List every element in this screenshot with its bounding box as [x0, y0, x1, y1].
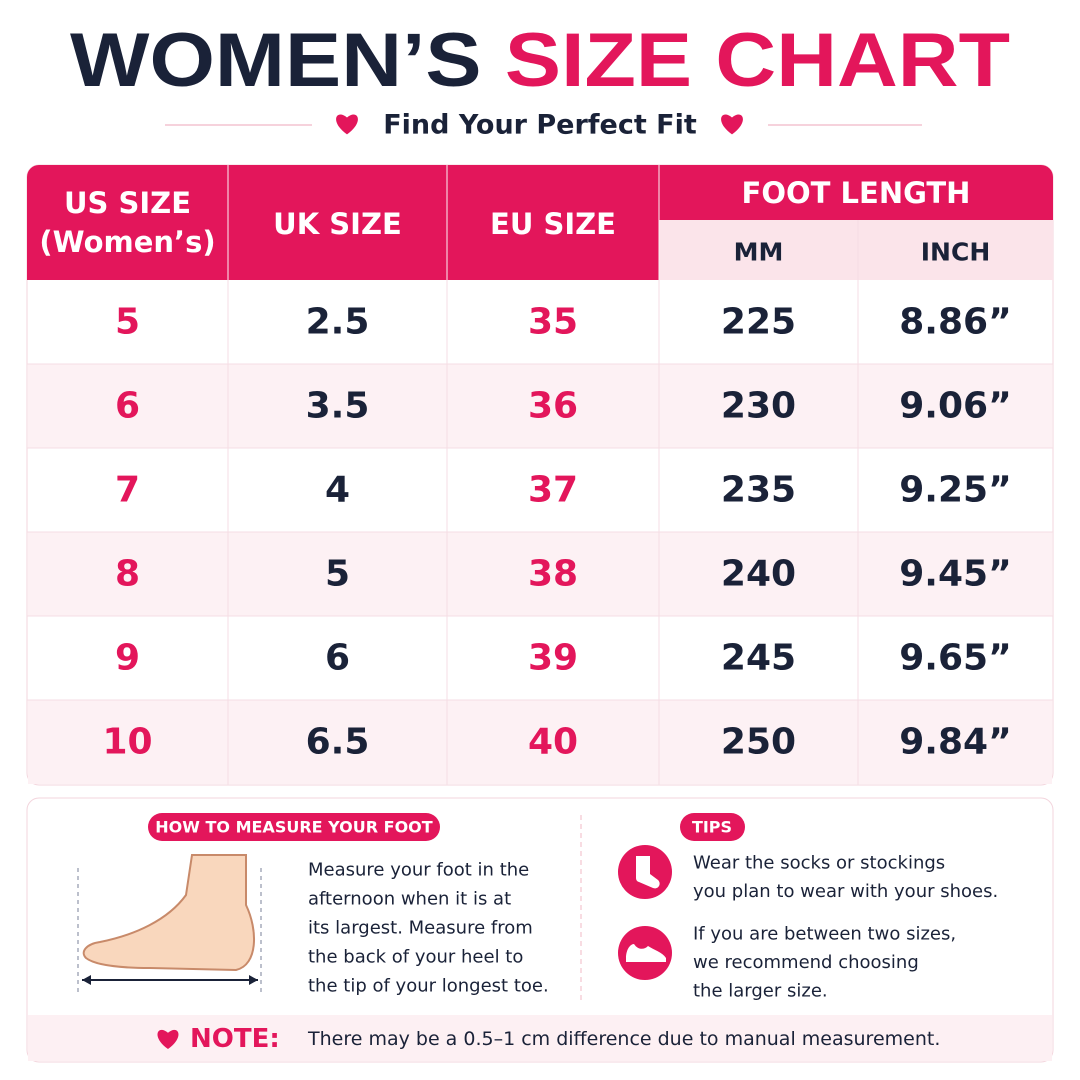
foot-illustration	[77, 854, 262, 992]
header: EU SIZE	[490, 207, 616, 241]
tip-text: the larger size.	[693, 981, 828, 1002]
table-cell: 250	[721, 722, 796, 763]
tip-text: you plan to wear with your shoes.	[693, 881, 998, 902]
foot	[82, 854, 255, 972]
row-bg	[28, 532, 1052, 616]
note-label: NOTE:	[190, 1024, 280, 1054]
row-bg	[28, 700, 1052, 784]
table-cell: 8	[115, 554, 140, 595]
table-cell: 35	[528, 302, 578, 343]
subtitle: Find Your Perfect Fit	[383, 110, 697, 141]
heart-icon	[721, 114, 743, 135]
measure-text: its largest. Measure from	[308, 918, 533, 939]
measure-text: the tip of your longest toe.	[308, 976, 549, 997]
row-bg	[28, 364, 1052, 448]
sock-icon	[636, 856, 660, 889]
tip-text: we recommend choosing	[693, 952, 919, 973]
note-text: There may be a 0.5–1 cm difference due t…	[307, 1028, 940, 1050]
table-cell: 6	[115, 386, 140, 427]
subheader-bg	[659, 220, 1053, 280]
heart-icon	[157, 1029, 179, 1049]
header: US SIZE	[64, 186, 191, 220]
header: (Women’s)	[39, 225, 215, 259]
table-cell: 6.5	[306, 722, 370, 763]
tip-text: Wear the socks or stockings	[693, 853, 945, 874]
table-cell: 2.5	[306, 302, 370, 343]
table-cell: 230	[721, 386, 796, 427]
title-part: SIZE CHART	[505, 18, 1010, 103]
table-cell: 10	[102, 722, 152, 763]
table-cell: 3.5	[306, 386, 370, 427]
title-part: WOMEN’S	[70, 18, 482, 103]
table-cell: 39	[528, 638, 578, 679]
table-cell: 36	[528, 386, 578, 427]
table-cell: 225	[721, 302, 796, 343]
tip-text: If you are between two sizes,	[693, 924, 956, 945]
table-cell: 235	[721, 470, 796, 511]
measure-text: the back of your heel to	[308, 947, 523, 968]
table-cell: 9.25”	[899, 470, 1011, 511]
header: FOOT LENGTH	[742, 176, 971, 210]
size-table: 5 2.5 35 225 8.86” 6 3.5 36 230 9.06” 7 4 37 235 9.25”…	[26, 164, 1054, 786]
heart-icon	[336, 114, 358, 135]
pill	[680, 813, 745, 841]
header: UK SIZE	[273, 207, 402, 241]
table-cell: 7	[115, 470, 140, 511]
table-cell: 6	[325, 638, 350, 679]
measure-text: afternoon when it is at	[308, 889, 511, 910]
subheader: MM	[734, 238, 784, 267]
note-bg	[28, 1015, 1052, 1061]
table-cell: 240	[721, 554, 796, 595]
table-cell: 9.45”	[899, 554, 1011, 595]
table-cell: 8.86”	[899, 302, 1011, 343]
table-cell: 40	[528, 722, 578, 763]
measure-label: HOW TO MEASURE YOUR FOOT	[155, 818, 433, 837]
table-cell: 9	[115, 638, 140, 679]
subheader: INCH	[921, 238, 991, 267]
table-cell: 9.06”	[899, 386, 1011, 427]
table-cell: 37	[528, 470, 578, 511]
table-cell: 9.84”	[899, 722, 1011, 763]
table-cell: 5	[115, 302, 140, 343]
pill	[148, 813, 440, 841]
tips-label: TIPS	[692, 818, 732, 837]
table-cell: 4	[325, 470, 350, 511]
table-cell: 9.65”	[899, 638, 1011, 679]
title: WOMEN’S SIZE CHART	[70, 18, 1010, 103]
shoe-icon	[626, 944, 666, 962]
measure-text: Measure your foot in the	[308, 860, 529, 881]
table-cell: 38	[528, 554, 578, 595]
info-panel	[26, 797, 1054, 1063]
table-cell: 5	[325, 554, 350, 595]
table-cell: 245	[721, 638, 796, 679]
